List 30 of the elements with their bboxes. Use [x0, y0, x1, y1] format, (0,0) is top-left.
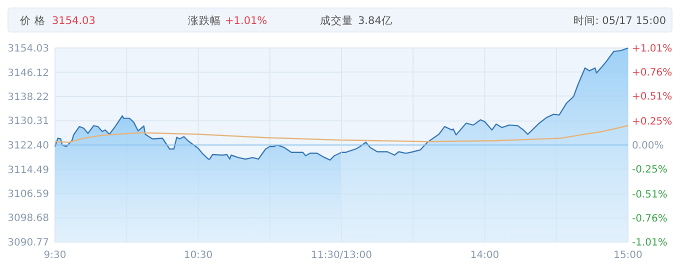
x-tick-label: 11:30/13:00 — [310, 250, 372, 261]
x-tick-label: 15:00 — [614, 250, 642, 261]
text: -0.76% — [632, 213, 668, 224]
text: -1.01% — [632, 238, 668, 248]
text: 成交量 — [320, 14, 353, 27]
text: 时间: 05/17 15:00 — [573, 14, 666, 27]
text: 0.00% — [632, 140, 664, 152]
text: +0.51% — [632, 92, 672, 103]
text: -0.51% — [632, 189, 668, 200]
text: +1.01% — [632, 44, 672, 54]
text: 涨跌幅 — [188, 15, 221, 27]
y-tick-label: 3090.77 — [8, 238, 49, 248]
y-tick-label: 3098.68 — [8, 213, 49, 224]
y-tick-label: 3122.40 — [8, 140, 49, 152]
text: +0.76% — [632, 68, 672, 79]
x-tick-label: 10:30 — [184, 250, 213, 261]
y-tick-label: 3114.49 — [8, 164, 49, 176]
text: +0.25% — [632, 116, 672, 128]
y-tick-label: 3130.31 — [8, 116, 49, 128]
text: -0.25% — [632, 164, 668, 176]
y-tick-label: 3106.59 — [8, 188, 49, 200]
x-tick-label: 14:00 — [470, 250, 500, 261]
y-tick-label: 3138.22 — [8, 92, 49, 103]
text: 3.84亿 — [358, 15, 392, 27]
y-tick-label: 3154.03 — [8, 44, 49, 54]
text: +1.01% — [225, 15, 268, 27]
text: 3154.03 — [52, 15, 96, 27]
y-tick-label: 3146.12 — [8, 68, 49, 79]
x-tick-label: 9:30 — [44, 250, 66, 261]
text: 价 格 — [19, 15, 46, 27]
